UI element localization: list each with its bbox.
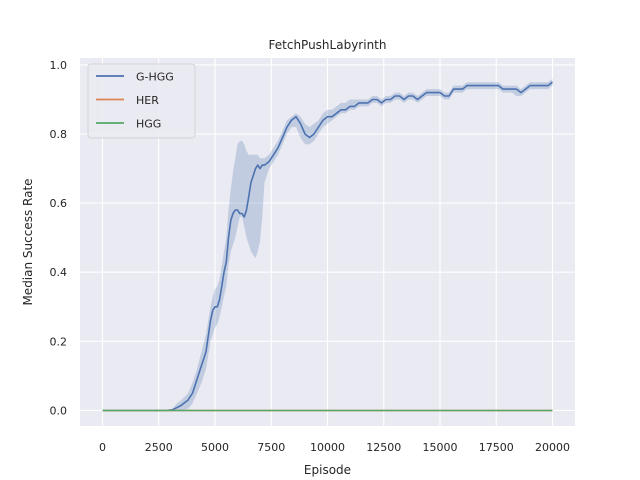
y-tick-label: 0.4 <box>50 266 68 279</box>
x-tick-label: 20000 <box>535 441 570 454</box>
legend-label: HGG <box>136 118 161 131</box>
y-tick-label: 0.0 <box>50 404 68 417</box>
x-tick-label: 15000 <box>423 441 458 454</box>
x-tick-label: 10000 <box>310 441 345 454</box>
legend-label: G-HGG <box>136 71 174 84</box>
x-tick-label: 2500 <box>145 441 173 454</box>
legend: G-HGG HER HGG <box>87 63 196 139</box>
y-tick-label: 0.6 <box>50 197 68 210</box>
series-line-g-hgg <box>102 81 553 412</box>
chart-title: FetchPushLabyrinth <box>269 38 387 52</box>
x-tick-label: 5000 <box>201 441 229 454</box>
x-axis-label: Episode <box>304 463 351 477</box>
x-tick-label: 7500 <box>257 441 285 454</box>
y-axis-ticks: 0.0 0.2 0.4 0.6 0.8 1.0 <box>50 59 68 418</box>
x-axis-ticks: 0 2500 5000 7500 10000 12500 15000 17500 20000 <box>99 441 570 454</box>
y-axis-label: Median Success Rate <box>21 178 35 305</box>
x-tick-label: 17500 <box>479 441 514 454</box>
legend-label: HER <box>136 94 159 107</box>
series-lines <box>102 81 553 412</box>
y-tick-label: 1.0 <box>50 59 68 72</box>
legend-box <box>87 63 196 139</box>
y-tick-label: 0.2 <box>50 335 68 348</box>
y-tick-label: 0.8 <box>50 128 68 141</box>
x-tick-label: 12500 <box>366 441 401 454</box>
x-tick-label: 0 <box>99 441 106 454</box>
